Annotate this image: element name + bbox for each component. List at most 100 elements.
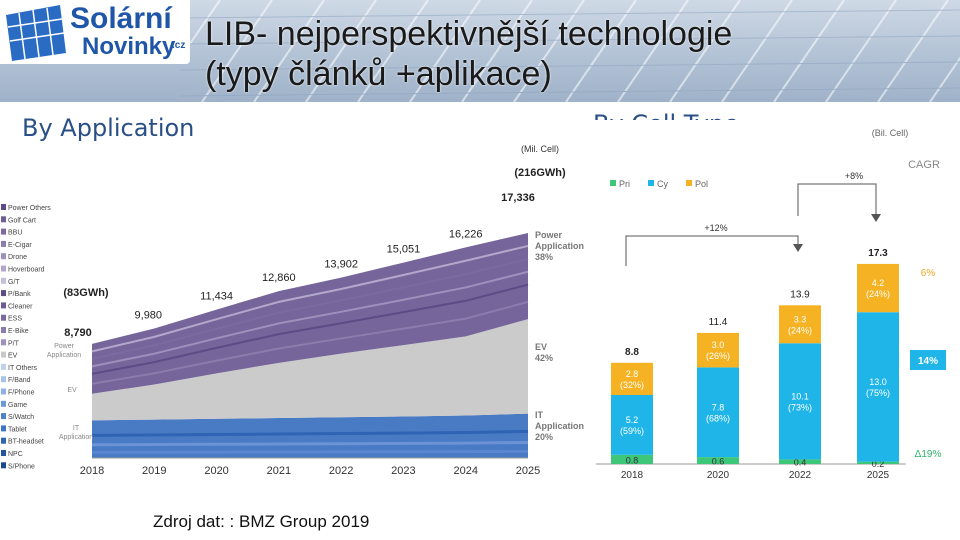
area-band-ev bbox=[92, 319, 528, 421]
legend-entry: G/T bbox=[8, 279, 20, 286]
bar-data-label: (26%) bbox=[706, 351, 730, 361]
share-name-label: Application bbox=[535, 241, 584, 251]
by-application-heading: By Application bbox=[22, 114, 195, 142]
growth-arrow-8-head bbox=[871, 214, 881, 222]
legend-entry: Golf Cart bbox=[8, 217, 36, 224]
bar-data-label: (59%) bbox=[620, 426, 644, 436]
legend-swatch bbox=[1, 327, 6, 333]
bar-segment-pri bbox=[611, 454, 653, 464]
bar-segment-pri bbox=[779, 459, 821, 464]
bar-data-label: 7.8 bbox=[712, 402, 725, 412]
legend-swatch bbox=[1, 400, 6, 407]
bar-segment-cy bbox=[857, 312, 899, 462]
legend-swatch bbox=[1, 363, 6, 370]
cell-type-bar-chart: 0.8 5.2(59%) 2.8(32%) 8.8 2018 0.6 7.8(68%) 3.0… bbox=[594, 120, 960, 492]
panel-stripe bbox=[617, 0, 689, 102]
x-tick-label: 2018 bbox=[80, 465, 104, 477]
band-label: Power bbox=[54, 343, 75, 350]
bar-x-tick-label: 2025 bbox=[867, 470, 890, 481]
bar-data-label: (73%) bbox=[788, 402, 812, 412]
band-label: Application bbox=[59, 434, 93, 441]
application-area-chart: 2018 2019 2020 2021 2022 2023 2024 2025 8,790 9,9… bbox=[1, 144, 584, 477]
header-banner: Solární Novinky .cz LIB- nejperspektivně… bbox=[0, 0, 960, 102]
legend-entry: IT Others bbox=[8, 365, 38, 372]
legend-swatch bbox=[1, 376, 6, 383]
panel-stripe bbox=[180, 87, 960, 97]
bar-data-label: (32%) bbox=[620, 380, 644, 390]
panel-stripe bbox=[180, 35, 960, 45]
panel-stripe bbox=[721, 0, 793, 102]
slide-title: LIB- nejperspektivnější technologie (typ… bbox=[205, 14, 925, 94]
bar-unit-label: (Bil. Cell) bbox=[872, 128, 909, 138]
solar-panel-logo-icon bbox=[6, 5, 66, 61]
bar-data-label: 0.2 bbox=[872, 459, 885, 469]
legend-entry: EV bbox=[8, 353, 18, 360]
legend-entry: NPC bbox=[8, 451, 23, 458]
bar-total-label: 13.9 bbox=[790, 289, 810, 300]
total-data-label: 12,860 bbox=[262, 272, 296, 284]
panel-stripe bbox=[461, 0, 533, 102]
legend-entry: P/T bbox=[8, 340, 20, 347]
legend-entry: BBU bbox=[8, 230, 22, 237]
site-logo[interactable]: Solární Novinky .cz bbox=[0, 0, 190, 64]
cagr-cy: 14% bbox=[918, 356, 938, 367]
panel-stripe bbox=[305, 0, 377, 102]
legend-entry: BT-headset bbox=[8, 439, 44, 446]
bar-legend-swatch bbox=[648, 180, 654, 186]
slide-title-line-1: LIB- nejperspektivnější technologie bbox=[205, 15, 733, 53]
legend-entry: E-Bike bbox=[8, 328, 29, 335]
panel-stripe bbox=[669, 0, 741, 102]
total-data-label: 9,980 bbox=[135, 309, 163, 321]
bar-data-label: 0.4 bbox=[794, 458, 807, 468]
bar-x-tick-label: 2018 bbox=[621, 470, 644, 481]
area-band-power bbox=[92, 233, 528, 394]
share-name-label: EV bbox=[535, 342, 547, 352]
legend-entry: E-Cigar bbox=[8, 242, 32, 249]
legend-swatch bbox=[1, 265, 6, 272]
legend-swatch bbox=[1, 351, 6, 358]
band-label: EV bbox=[67, 387, 77, 394]
legend-swatch bbox=[1, 228, 6, 235]
power-sub-band-line bbox=[91, 270, 529, 368]
bar-segment-cy bbox=[697, 367, 739, 458]
power-sub-band-line bbox=[91, 244, 529, 353]
bar-legend-entry: Cy bbox=[657, 179, 668, 189]
bar-segment-pol bbox=[857, 263, 899, 313]
legend-entry: ESS bbox=[8, 316, 22, 323]
legend-entry: Tablet bbox=[8, 426, 27, 433]
bar-data-label: 5.2 bbox=[626, 415, 639, 425]
total-data-label: 11,434 bbox=[200, 291, 233, 303]
bar-data-label: 13.0 bbox=[869, 377, 887, 387]
bar-segment-pol bbox=[611, 362, 653, 395]
bar-data-label: (75%) bbox=[866, 388, 890, 398]
bar-legend-swatch bbox=[686, 180, 692, 186]
panel-stripe bbox=[565, 0, 637, 102]
legend-entry: F/Phone bbox=[8, 390, 35, 397]
bar-total-label: 8.8 bbox=[625, 347, 639, 358]
area-band-it bbox=[92, 413, 528, 458]
legend-swatch bbox=[1, 277, 6, 284]
slide-title-line-2: (typy článků +aplikace) bbox=[205, 55, 552, 93]
legend-entry: Cleaner bbox=[8, 303, 33, 310]
bar-data-label: 10.1 bbox=[791, 391, 809, 401]
logo-suffix: .cz bbox=[172, 40, 186, 51]
total-data-label: 17,336 bbox=[501, 192, 535, 204]
share-name-label: Power bbox=[535, 230, 563, 240]
legend-entry: P/Bank bbox=[8, 291, 31, 298]
x-tick-label: 2025 bbox=[516, 465, 540, 477]
bar-segment-pol bbox=[779, 305, 821, 344]
legend-swatch bbox=[1, 425, 6, 432]
x-tick-label: 2020 bbox=[204, 465, 228, 477]
legend-entry: Game bbox=[8, 402, 27, 409]
panel-stripe bbox=[877, 0, 949, 102]
it-sub-band-line bbox=[91, 449, 529, 454]
panel-stripe bbox=[825, 0, 897, 102]
bar-total-label: 17.3 bbox=[868, 248, 888, 259]
unit-label: (Mil. Cell) bbox=[521, 144, 559, 154]
total-data-label: 16,226 bbox=[449, 228, 483, 240]
legend-swatch bbox=[1, 413, 6, 420]
total-data-label: 8,790 bbox=[64, 327, 92, 339]
bar-data-label: 4.2 bbox=[872, 278, 885, 288]
bar-data-label: (68%) bbox=[706, 413, 730, 423]
bar-data-label: 2.8 bbox=[626, 369, 639, 379]
